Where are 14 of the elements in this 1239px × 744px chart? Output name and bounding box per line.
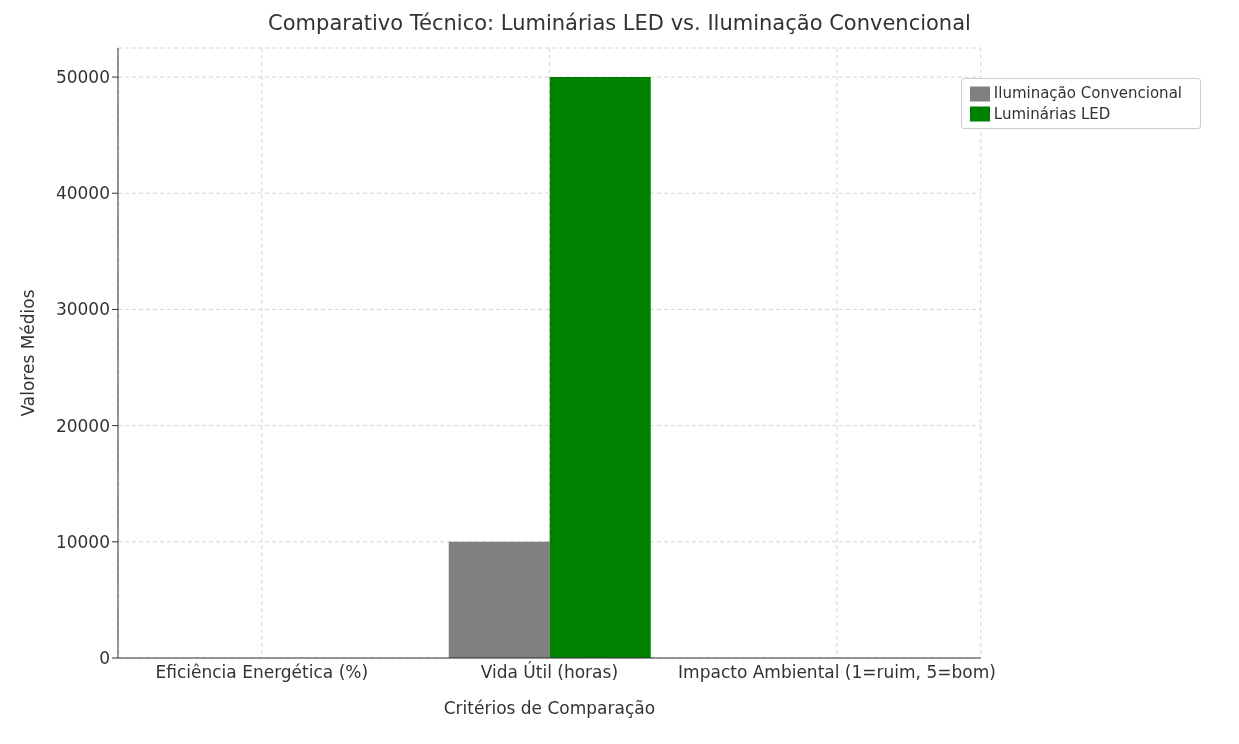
y-axis-title: Valores Médios xyxy=(18,289,39,417)
y-tick-label: 20000 xyxy=(55,415,110,436)
y-tick-label: 40000 xyxy=(55,183,110,204)
legend-label: Iluminação Convencional xyxy=(993,84,1182,102)
x-axis-title: Critérios de Comparação xyxy=(443,698,656,718)
chart-title: Comparativo Técnico: Luminárias LED vs. Iluminação Convencional xyxy=(267,10,972,37)
y-tick-label: 10000 xyxy=(55,531,110,552)
x-tick-label: Impacto Ambiental (1=ruim, 5=bom) xyxy=(678,662,996,683)
legend-label: Luminárias LED xyxy=(993,104,1111,123)
y-tick-label: 30000 xyxy=(55,299,110,320)
x-tick-label: Eficiência Energética (%) xyxy=(155,662,369,683)
y-tick-label: 0 xyxy=(99,648,110,669)
y-tick-label: 50000 xyxy=(55,67,110,88)
x-tick-label: Vida Útil (horas) xyxy=(480,661,619,683)
